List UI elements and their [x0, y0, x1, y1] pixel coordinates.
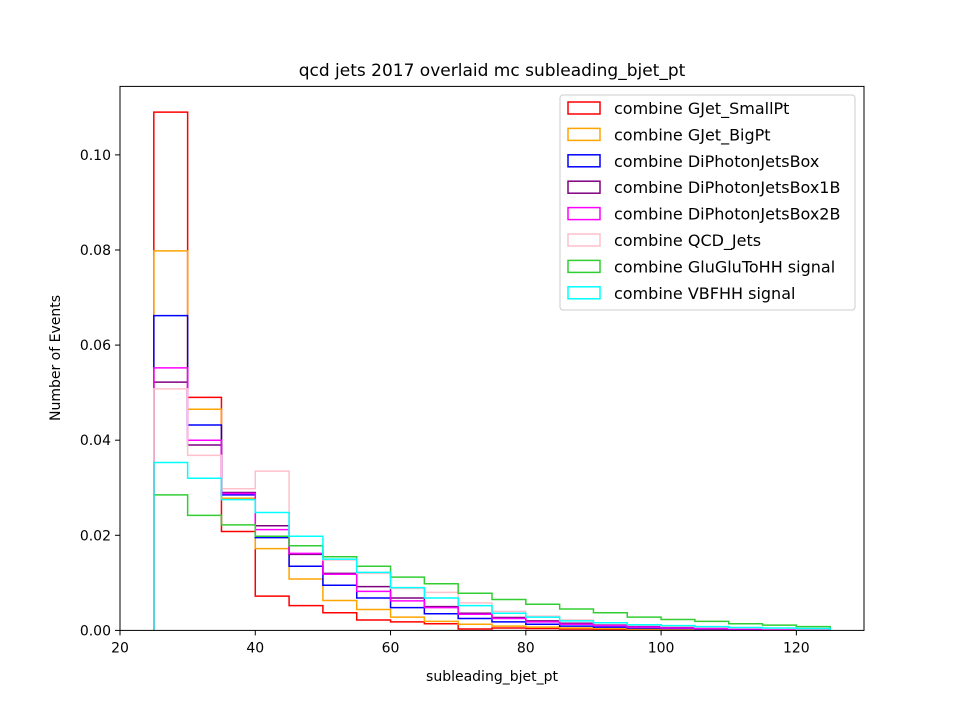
- legend-label: combine GluGluToHH signal: [614, 257, 835, 276]
- legend-label: combine VBFHH signal: [614, 284, 795, 303]
- y-tick-label: 0.02: [80, 528, 111, 544]
- x-tick-label: 40: [246, 640, 264, 656]
- series-layer: [153, 111, 831, 631]
- y-tick-label: 0.00: [80, 623, 111, 639]
- legend-swatch: [567, 206, 601, 221]
- legend-swatch: [567, 259, 601, 274]
- legend-label: combine GJet_SmallPt: [614, 99, 789, 119]
- legend-label: combine QCD_Jets: [614, 231, 761, 251]
- legend-swatch: [567, 233, 601, 247]
- y-tick-label: 0.06: [80, 338, 111, 354]
- series-line-7: [153, 461, 831, 631]
- y-tick-label: 0.08: [80, 243, 111, 259]
- x-tick-label: 120: [783, 640, 810, 656]
- x-axis-ticks: 20 40 60 80 100 120: [111, 630, 810, 656]
- legend-label: combine DiPhotonJetsBox2B: [614, 205, 840, 224]
- y-axis-ticks: 0.00 0.02 0.04 0.06 0.08 0.10: [80, 148, 120, 639]
- legend-swatch: [567, 286, 601, 300]
- y-axis-label: Number of Events: [48, 295, 64, 421]
- legend-label: combine GJet_BigPt: [614, 125, 771, 145]
- series-line-4: [153, 367, 831, 631]
- legend-swatch: [567, 101, 601, 115]
- y-tick-label: 0.04: [80, 433, 111, 449]
- y-tick-label: 0.10: [80, 148, 111, 164]
- plot-frame: [119, 85, 865, 631]
- series-line-6: [153, 494, 831, 631]
- legend-label: combine DiPhotonJetsBox: [614, 152, 819, 171]
- legend-swatch: [567, 180, 601, 194]
- x-tick-label: 100: [648, 640, 675, 656]
- legend-swatch: [567, 127, 601, 142]
- x-tick-label: 60: [382, 640, 400, 656]
- chart-title: qcd jets 2017 overlaid mc subleading_bje…: [299, 61, 686, 81]
- x-tick-label: 20: [111, 640, 129, 656]
- legend-swatch: [567, 154, 601, 168]
- x-tick-label: 80: [517, 640, 535, 656]
- legend-box: [559, 94, 856, 311]
- x-axis-label: subleading_bjet_pt: [426, 669, 558, 685]
- legend-label: combine DiPhotonJetsBox1B: [614, 178, 840, 197]
